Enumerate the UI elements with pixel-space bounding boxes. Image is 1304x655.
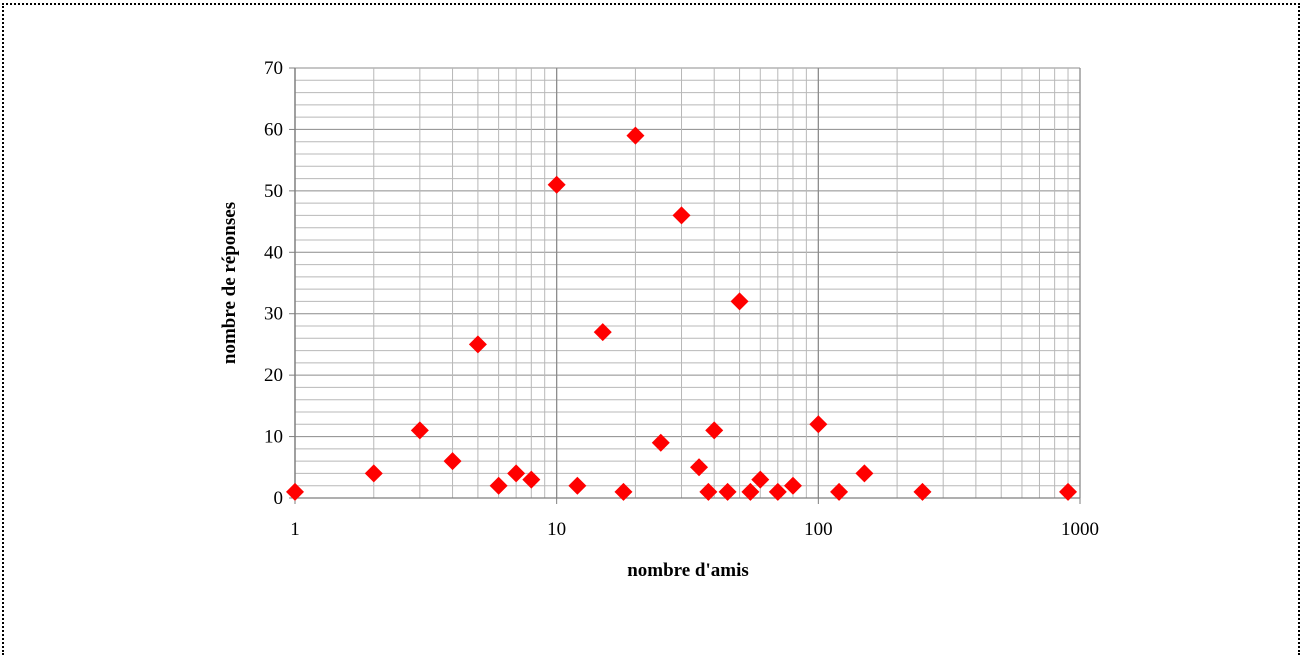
data-point [468,335,487,354]
data-point [730,292,749,311]
y-tick-label: 70 [264,58,283,79]
y-tick-label: 30 [264,304,283,325]
data-point [783,476,802,495]
data-point [626,126,645,145]
y-tick-label: 10 [264,427,283,448]
data-point [1059,482,1078,501]
y-axis-title: nombre de réponses [219,202,240,364]
data-point [830,482,849,501]
x-tick-label: 100 [804,519,833,540]
y-tick-label: 60 [264,119,283,140]
y-tick-label: 50 [264,181,283,202]
data-point [443,452,462,471]
x-tick-label: 1000 [1061,519,1099,540]
data-point [364,464,383,483]
data-point [489,476,508,495]
data-point [568,476,587,495]
data-points [286,126,1078,501]
data-point [547,175,566,194]
y-tick-label: 0 [274,488,284,509]
data-point [809,415,828,434]
data-point [690,458,709,477]
data-point [718,482,737,501]
data-point [410,421,429,440]
data-point [913,482,932,501]
data-point [672,206,691,225]
x-tick-label: 1 [290,519,300,540]
data-point [522,470,541,489]
data-point [705,421,724,440]
data-point [614,482,633,501]
y-tick-label: 40 [264,242,283,263]
data-point [855,464,874,483]
y-tick-label: 20 [264,365,283,386]
grid [294,67,1081,499]
data-point [651,433,670,452]
data-point [593,323,612,342]
data-point [699,482,718,501]
data-point [507,464,526,483]
data-point [741,482,760,501]
x-axis-title: nombre d'amis [627,560,749,581]
chart-frame [2,3,1300,655]
data-point [286,482,304,501]
data-point [768,482,787,501]
tick-labels: 0 10 20 30 40 50 60 70 1 10 100 1000 [264,58,1099,540]
data-point [751,470,770,489]
x-tick-label: 10 [547,519,566,540]
axes [289,67,1081,504]
